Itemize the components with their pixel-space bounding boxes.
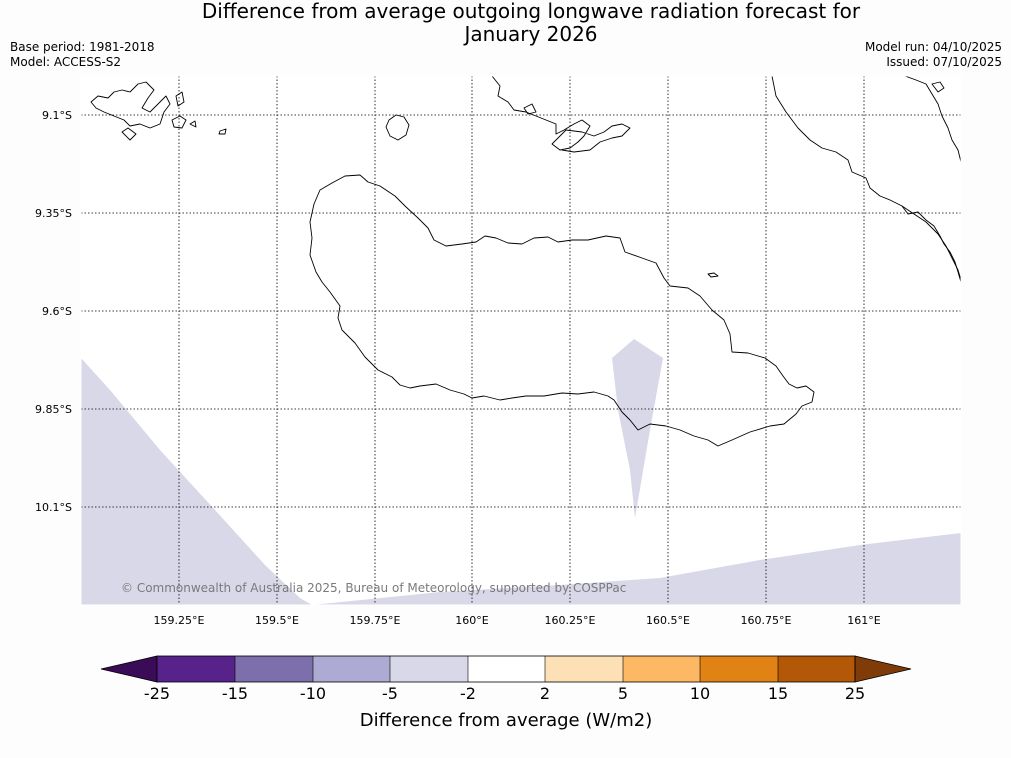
- colorbar: -25 -15 -10 -5 -2 2 5 10 15 25 Differenc…: [100, 655, 912, 731]
- coastline-guadalcanal: [309, 174, 815, 447]
- colorbar-tick: 2: [540, 684, 550, 703]
- lon-label: 160°E: [455, 614, 488, 627]
- colorbar-segment: [313, 656, 390, 682]
- colorbar-arrow-min: [100, 655, 158, 683]
- coastline-malaita-islets: [523, 103, 537, 115]
- coastline-florida-islands: [90, 81, 171, 129]
- map-frame: [80, 75, 962, 606]
- colorbar-tick: -5: [382, 684, 398, 703]
- map-background: [81, 76, 961, 605]
- lon-label: 160.5°E: [646, 614, 690, 627]
- lat-label: 9.1°S: [42, 109, 72, 122]
- coastline-savo-islet-2: [218, 128, 227, 135]
- coastline-east-coastal-reefs: [901, 205, 961, 283]
- coastline-savo-islet-3: [189, 120, 197, 128]
- graticule: [81, 76, 961, 605]
- coastline-northeast-island: [904, 76, 961, 163]
- lat-label: 10.1°S: [35, 501, 72, 514]
- colorbar-tick: -10: [300, 684, 326, 703]
- longitude-labels: 159.25°E 159.5°E 159.75°E 160°E 160.25°E…: [154, 614, 881, 627]
- colorbar-tick-labels: -25 -15 -10 -5 -2 2 5 10 15 25: [144, 684, 865, 703]
- lon-label: 159.25°E: [154, 614, 205, 627]
- lat-label: 9.35°S: [35, 207, 72, 220]
- lon-label: 161°E: [847, 614, 880, 627]
- issued-date: Issued: 07/10/2025: [886, 55, 1002, 69]
- colorbar-dividers: [234, 656, 779, 682]
- title-line-1: Difference from average outgoing longwav…: [201, 0, 861, 23]
- lat-label: 9.6°S: [42, 305, 72, 318]
- model-run: Model run: 04/10/2025: [864, 40, 1002, 54]
- info-right: Model run: 04/10/2025 Issued: 07/10/2025: [865, 40, 1002, 70]
- coastlines: [90, 76, 961, 447]
- latitude-labels: 9.1°S 9.35°S 9.6°S 9.85°S 10.1°S: [35, 109, 72, 514]
- colorbar-segment: [235, 656, 313, 682]
- model-name: Model: ACCESS-S2: [10, 55, 122, 69]
- colorbar-segment: [778, 656, 855, 682]
- coastline-florida-east: [175, 91, 185, 107]
- colorbar-segment: [700, 656, 778, 682]
- anomaly-region-south: [312, 533, 961, 605]
- anomaly-region-southwest: [81, 358, 312, 605]
- anomaly-fill-layer: [81, 339, 961, 605]
- map-area[interactable]: © Commonwealth of Australia 2025, Bureau…: [80, 75, 962, 606]
- lon-label: 160.75°E: [741, 614, 792, 627]
- coastline-small-island-north: [385, 114, 410, 141]
- anomaly-region-central: [612, 339, 663, 518]
- colorbar-tick: -2: [460, 684, 476, 703]
- chart-title: Difference from average outgoing longwav…: [0, 0, 1011, 46]
- colorbar-segment: [468, 656, 545, 682]
- colorbar-segment: [545, 656, 623, 682]
- copyright-notice: © Commonwealth of Australia 2025, Bureau…: [121, 581, 626, 595]
- colorbar-tick: 10: [690, 684, 710, 703]
- colorbar-tick: -15: [222, 684, 248, 703]
- coastline-east-islet: [931, 81, 945, 93]
- info-left: Base period: 1981-2018 Model: ACCESS-S2: [10, 40, 155, 70]
- colorbar-tick: 5: [618, 684, 628, 703]
- colorbar-arrow-max: [854, 655, 912, 683]
- lon-label: 159.75°E: [350, 614, 401, 627]
- base-period: Base period: 1981-2018: [10, 40, 155, 54]
- colorbar-tick: 25: [845, 684, 865, 703]
- colorbar-segment: [157, 656, 235, 682]
- coastline-savo-islet-1: [171, 115, 187, 129]
- coastline-small-islet-east: [707, 272, 719, 278]
- colorbar-segment: [623, 656, 700, 682]
- colorbar-tick: 15: [768, 684, 788, 703]
- colorbar-outline: [156, 655, 856, 683]
- colorbar-tick: -25: [144, 684, 170, 703]
- lon-label: 160.25°E: [545, 614, 596, 627]
- colorbar-segment: [390, 656, 468, 682]
- lon-label: 159.5°E: [255, 614, 299, 627]
- lat-label: 9.85°S: [35, 403, 72, 416]
- colorbar-title: Difference from average (W/m2): [360, 710, 652, 731]
- coastline-florida-bay: [121, 127, 137, 141]
- title-line-2: January 2026: [464, 22, 598, 46]
